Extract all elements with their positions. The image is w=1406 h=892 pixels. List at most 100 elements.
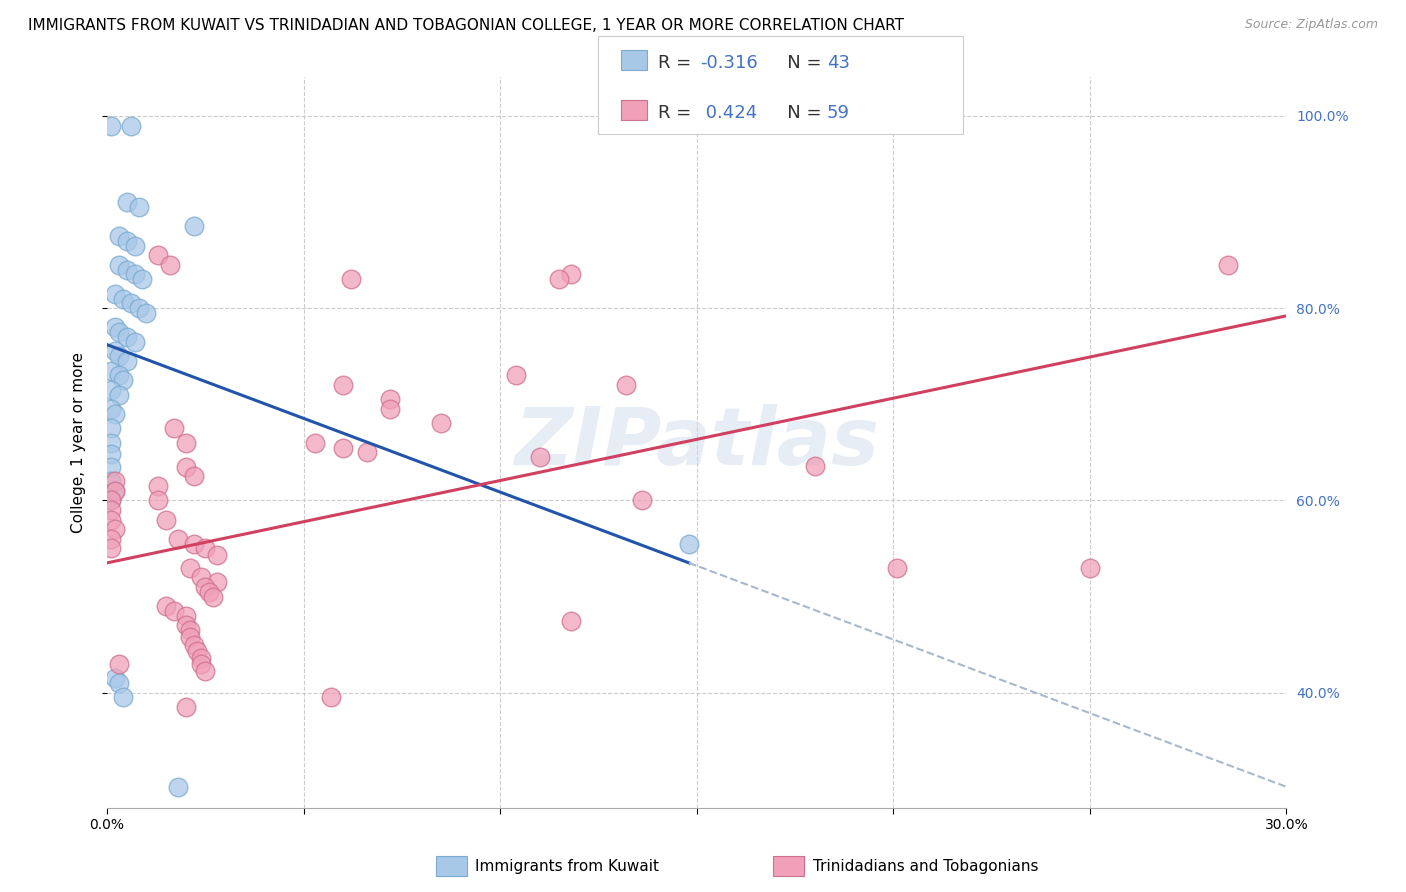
Point xyxy=(108,258,131,272)
Point xyxy=(128,301,150,315)
Point xyxy=(148,493,170,508)
Text: IMMIGRANTS FROM KUWAIT VS TRINIDADIAN AND TOBAGONIAN COLLEGE, 1 YEAR OR MORE COR: IMMIGRANTS FROM KUWAIT VS TRINIDADIAN AN… xyxy=(28,18,904,33)
Point xyxy=(190,651,212,665)
Text: 59: 59 xyxy=(827,104,849,122)
Point xyxy=(104,483,127,498)
Point xyxy=(174,700,197,714)
Text: -0.316: -0.316 xyxy=(700,54,758,72)
Point xyxy=(155,599,177,614)
Point xyxy=(104,522,127,536)
Point xyxy=(430,417,453,431)
Point xyxy=(104,320,127,334)
Point xyxy=(174,618,197,632)
Point xyxy=(111,292,134,306)
Point xyxy=(124,268,146,282)
Point xyxy=(104,483,127,498)
Point xyxy=(100,493,122,508)
Point xyxy=(378,402,401,417)
Point xyxy=(174,459,197,474)
Point xyxy=(148,479,170,493)
Point xyxy=(548,272,571,286)
Point xyxy=(131,272,153,286)
Point xyxy=(104,474,127,488)
Point xyxy=(100,435,122,450)
Point xyxy=(202,590,225,604)
Point xyxy=(174,608,197,623)
Point xyxy=(115,262,138,277)
Point xyxy=(321,690,343,705)
Point xyxy=(115,195,138,210)
Point xyxy=(108,325,131,339)
Point xyxy=(111,373,134,387)
Point xyxy=(100,532,122,546)
Point xyxy=(100,459,122,474)
Point xyxy=(560,268,582,282)
Point xyxy=(100,513,122,527)
Point xyxy=(100,421,122,435)
Point xyxy=(560,614,582,628)
Point xyxy=(174,435,197,450)
Point xyxy=(614,378,637,392)
Point xyxy=(332,378,354,392)
Point xyxy=(108,676,131,690)
Point xyxy=(159,258,181,272)
Point xyxy=(100,474,122,488)
Text: 0.424: 0.424 xyxy=(700,104,758,122)
Point xyxy=(1078,560,1101,574)
Point xyxy=(166,780,188,794)
Point xyxy=(100,493,122,508)
Point xyxy=(1216,258,1239,272)
Point xyxy=(529,450,551,464)
Text: Immigrants from Kuwait: Immigrants from Kuwait xyxy=(475,859,659,873)
Point xyxy=(194,541,217,556)
Point xyxy=(100,363,122,377)
Text: N =: N = xyxy=(770,104,828,122)
Text: Trinidadians and Tobagonians: Trinidadians and Tobagonians xyxy=(813,859,1038,873)
Point xyxy=(886,560,908,574)
Point xyxy=(128,200,150,214)
Point xyxy=(205,575,228,590)
Point xyxy=(104,671,127,685)
Point xyxy=(166,532,188,546)
Point xyxy=(100,402,122,417)
Point xyxy=(205,548,228,562)
Point xyxy=(155,513,177,527)
Point xyxy=(179,623,201,637)
Text: ZIPatlas: ZIPatlas xyxy=(515,404,879,482)
Point xyxy=(163,604,186,618)
Point xyxy=(135,306,157,320)
Point xyxy=(186,644,208,658)
Point xyxy=(179,560,201,574)
Point xyxy=(194,665,217,679)
Point xyxy=(304,435,326,450)
Y-axis label: College, 1 year or more: College, 1 year or more xyxy=(72,352,86,533)
Point xyxy=(100,541,122,556)
Point xyxy=(148,248,170,262)
Text: Source: ZipAtlas.com: Source: ZipAtlas.com xyxy=(1244,18,1378,31)
Point xyxy=(108,349,131,363)
Point xyxy=(332,441,354,455)
Point xyxy=(630,493,652,508)
Point xyxy=(190,657,212,671)
Point xyxy=(340,272,363,286)
Point xyxy=(108,229,131,244)
Point xyxy=(115,354,138,368)
Point xyxy=(678,536,700,550)
Point xyxy=(194,580,217,594)
Point xyxy=(163,421,186,435)
Point xyxy=(100,447,122,461)
Point xyxy=(108,387,131,401)
Point xyxy=(108,368,131,383)
Point xyxy=(104,286,127,301)
Point xyxy=(100,383,122,397)
Text: R =: R = xyxy=(658,104,697,122)
Point xyxy=(111,690,134,705)
Point xyxy=(104,407,127,421)
Point xyxy=(104,344,127,359)
Point xyxy=(378,392,401,407)
Point xyxy=(108,657,131,671)
Point xyxy=(183,219,205,234)
Point xyxy=(120,296,142,310)
Point xyxy=(356,445,378,459)
Point xyxy=(115,234,138,248)
